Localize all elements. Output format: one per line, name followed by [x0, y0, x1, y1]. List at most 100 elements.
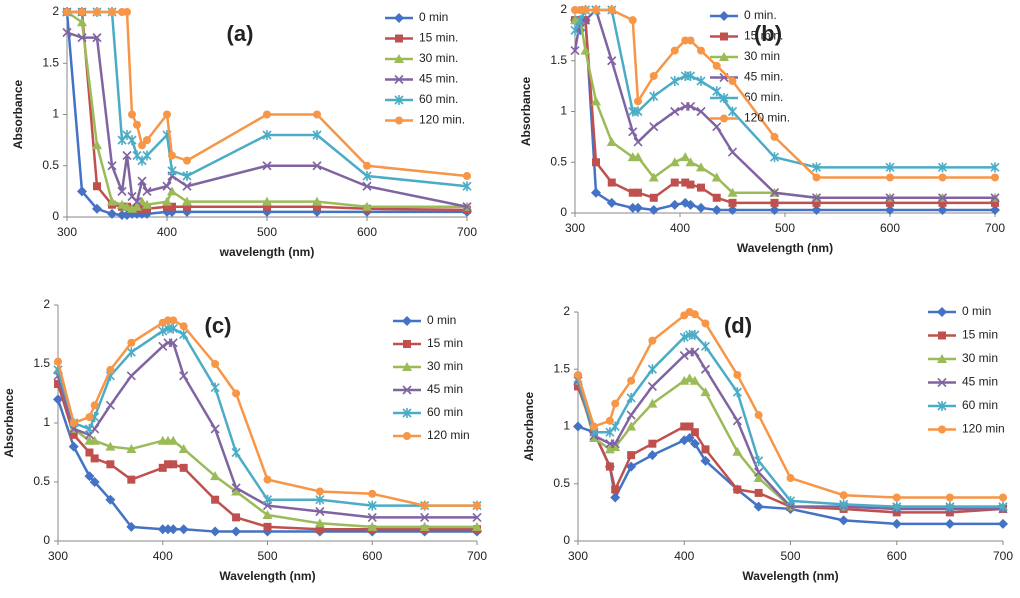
x-tick-label: 400	[153, 549, 173, 563]
marker	[686, 36, 695, 45]
marker	[92, 33, 102, 43]
marker	[607, 56, 617, 66]
x-tick-label: 600	[362, 549, 382, 563]
marker	[581, 6, 590, 14]
marker	[168, 323, 178, 334]
marker	[77, 33, 87, 43]
marker	[403, 432, 411, 440]
x-tick-label: 400	[670, 221, 690, 235]
legend-label: 15 min	[427, 336, 463, 350]
marker	[78, 8, 86, 16]
y-tick-label: 1	[43, 415, 50, 429]
marker	[312, 161, 322, 171]
marker	[670, 106, 680, 117]
legend-label: 120 min	[962, 422, 1005, 436]
marker	[607, 6, 616, 14]
marker	[158, 325, 168, 336]
marker	[648, 172, 659, 182]
marker	[610, 442, 621, 452]
marker	[648, 439, 657, 448]
marker	[312, 130, 322, 140]
marker	[754, 467, 764, 477]
marker	[991, 173, 999, 182]
marker	[462, 202, 472, 212]
marker	[628, 127, 638, 137]
marker	[649, 71, 658, 80]
marker	[891, 518, 902, 529]
marker	[395, 34, 403, 43]
y-tick-label: 0	[43, 533, 50, 547]
x-tick-label: 700	[457, 225, 477, 239]
marker	[163, 460, 172, 469]
marker	[232, 389, 241, 398]
marker	[938, 198, 947, 207]
marker	[733, 485, 742, 494]
marker	[158, 463, 167, 472]
marker	[669, 199, 680, 210]
marker	[93, 8, 101, 16]
marker	[473, 501, 481, 510]
x-axis-title: Wavelength (nm)	[742, 569, 838, 583]
marker	[142, 150, 152, 161]
marker	[368, 489, 377, 498]
marker	[679, 332, 689, 343]
legend-label: 60 min	[427, 405, 463, 419]
marker	[313, 110, 321, 119]
marker	[85, 413, 94, 422]
legend-label: 120 min.	[744, 111, 790, 125]
marker	[420, 501, 429, 510]
marker	[754, 411, 763, 420]
x-tick-label: 700	[467, 549, 487, 563]
x-axis-title: wavelength (nm)	[219, 245, 315, 259]
marker	[937, 377, 947, 388]
marker	[394, 13, 404, 23]
marker	[727, 147, 738, 157]
marker	[179, 463, 188, 472]
legend-label: 15 min	[962, 328, 998, 342]
marker	[179, 322, 188, 331]
marker	[626, 421, 637, 431]
x-axis-title: Wavelength (nm)	[219, 569, 315, 583]
marker	[263, 522, 272, 531]
marker	[753, 501, 764, 512]
y-tick-label: 1.5	[553, 361, 570, 375]
x-tick-label: 300	[48, 549, 68, 563]
marker	[785, 495, 796, 506]
marker	[84, 471, 95, 482]
marker	[162, 524, 173, 535]
marker	[402, 408, 412, 418]
marker	[626, 410, 636, 420]
marker	[263, 202, 271, 211]
marker	[701, 445, 710, 454]
marker	[262, 494, 273, 505]
marker	[137, 176, 147, 186]
marker	[107, 196, 117, 206]
marker	[728, 198, 737, 207]
marker	[402, 385, 412, 395]
legend-label: 0 min	[427, 313, 456, 327]
marker	[670, 46, 679, 55]
marker	[727, 106, 738, 117]
legend-label: 30 min	[427, 359, 463, 373]
marker	[394, 95, 404, 105]
marker	[697, 46, 705, 55]
marker	[169, 316, 178, 325]
marker	[69, 419, 78, 427]
marker	[732, 446, 743, 456]
marker	[167, 186, 177, 196]
marker	[163, 202, 171, 211]
marker	[85, 448, 94, 457]
marker	[69, 430, 78, 439]
marker	[633, 137, 643, 147]
marker	[138, 204, 146, 213]
marker	[690, 428, 699, 437]
marker	[811, 162, 822, 173]
marker	[811, 204, 822, 215]
marker	[158, 341, 168, 351]
marker	[690, 329, 700, 340]
marker	[712, 193, 721, 202]
marker	[611, 399, 620, 408]
marker	[647, 381, 657, 391]
marker	[589, 422, 598, 431]
